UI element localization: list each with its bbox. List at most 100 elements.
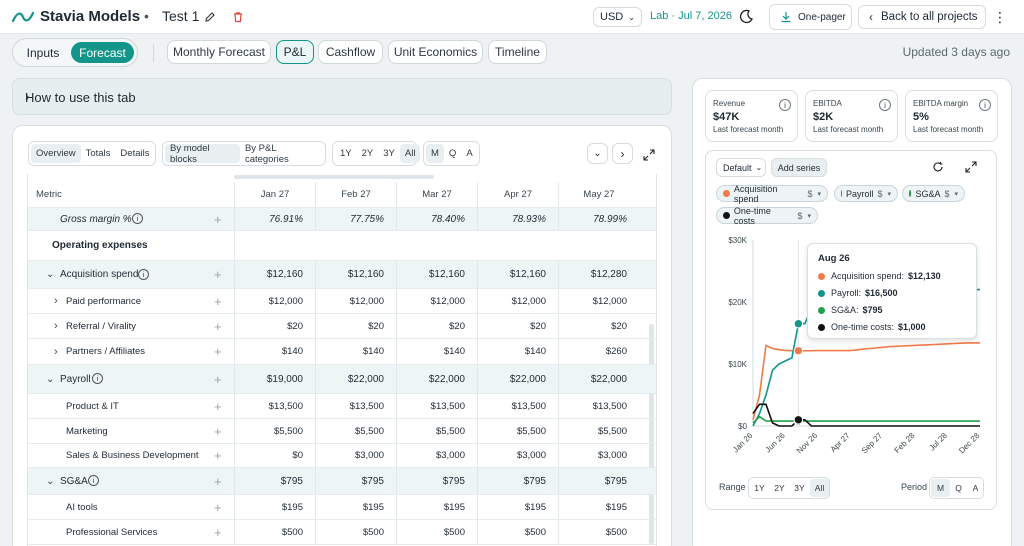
add-icon[interactable]: + (214, 318, 222, 334)
add-icon[interactable]: + (214, 398, 222, 414)
add-icon[interactable]: + (214, 524, 222, 540)
chevron-right-icon[interactable]: › (54, 295, 58, 307)
tab-pnl[interactable]: P&L (276, 40, 314, 64)
nav-divider (153, 44, 154, 62)
collapse-button[interactable]: ⌄ (587, 143, 608, 164)
x-tick-label: Dec 28 (957, 431, 982, 456)
table-cell: $795 (234, 468, 315, 494)
tab-unit-economics[interactable]: Unit Economics (388, 40, 483, 64)
table-cell: $12,280 (558, 261, 639, 288)
info-icon[interactable]: i (879, 99, 891, 111)
chart-period-m[interactable]: M (931, 479, 950, 497)
add-icon[interactable]: + (214, 371, 222, 387)
back-button[interactable]: ‹ Back to all projects (858, 5, 986, 29)
series-chip[interactable]: Acquisition spend $ ▾ (716, 184, 828, 204)
add-icon[interactable]: + (214, 473, 222, 489)
kpi-revenue: Revenue $47K Last forecast month i (705, 90, 798, 142)
expand-icon[interactable] (964, 160, 978, 174)
series-chip[interactable]: One-time costs $ ▾ (716, 206, 818, 226)
range-2y[interactable]: 2Y (361, 148, 374, 159)
group-model-blocks[interactable]: By model blocks (165, 143, 240, 165)
chart-range-1y[interactable]: 1Y (754, 483, 765, 493)
series-chip[interactable]: SG&A $ ▾ (902, 185, 965, 202)
chart-period-q[interactable]: Q (955, 483, 962, 493)
chevron-down-icon[interactable]: ⌄ (46, 475, 55, 487)
horizontal-scrollbar[interactable] (234, 175, 434, 179)
range-toggle: 1Y 2Y 3Y All (332, 141, 421, 166)
table-header-row: Metric Jan 27 Feb 27 Mar 27 Apr 27 May 27 (28, 182, 656, 208)
view-totals[interactable]: Totals (85, 148, 111, 159)
info-icon[interactable]: i (979, 99, 991, 111)
currency-select[interactable]: USD ⌄ (593, 7, 642, 27)
edit-icon[interactable] (203, 10, 217, 24)
y-tick-label: $0 (738, 422, 747, 431)
chevron-right-icon[interactable]: › (54, 320, 58, 332)
add-icon[interactable]: + (214, 293, 222, 309)
delete-icon[interactable] (231, 10, 245, 24)
chart-range-3y[interactable]: 3Y (794, 483, 805, 493)
range-all[interactable]: All (399, 144, 421, 163)
vertical-scrollbar[interactable] (649, 324, 654, 544)
add-icon[interactable]: + (214, 267, 222, 282)
add-icon[interactable]: + (214, 211, 222, 227)
table-cell: $3,000 (558, 444, 639, 467)
table-cell: $3,000 (315, 444, 396, 467)
hover-point (793, 415, 804, 425)
preset-select[interactable]: Default ⌄ (716, 158, 766, 177)
chip-unit: $ (797, 210, 803, 221)
mode-inputs[interactable]: Inputs (26, 45, 60, 60)
table-row[interactable]: ⌄ Acquisition spend i + $12,160 $12,160 $12,16… (28, 261, 656, 289)
tab-timeline[interactable]: Timeline (488, 40, 547, 64)
expand-icon[interactable] (642, 148, 656, 162)
table-cell: 78.93% (477, 208, 558, 230)
table-cell: 78.99% (558, 208, 639, 230)
table-row[interactable]: ⌄ Payroll i + $19,000 $22,000 $22,000 $22,000 $2… (28, 365, 656, 394)
table-row[interactable]: › Referral / Virality + $20 $20 $20 $20 $20 (28, 314, 656, 339)
table-row[interactable]: ⌄ SG&A i + $795 $795 $795 $795 $795 (28, 468, 656, 495)
moon-icon[interactable] (738, 8, 755, 25)
more-icon[interactable]: ⋮ (993, 8, 1007, 25)
info-icon[interactable]: i (779, 99, 791, 111)
add-icon[interactable]: + (214, 499, 222, 515)
view-overview[interactable]: Overview (31, 144, 81, 163)
period-a[interactable]: A (466, 148, 473, 159)
tab-monthly-forecast[interactable]: Monthly Forecast (167, 40, 271, 64)
row-label: Professional Services (66, 526, 158, 538)
howto-accordion[interactable]: How to use this tab › (12, 78, 672, 115)
chart-range-all[interactable]: All (810, 479, 829, 497)
next-button[interactable]: › (612, 143, 633, 164)
period-m[interactable]: M (426, 144, 444, 163)
info-icon[interactable]: i (138, 268, 149, 280)
x-tick-label: Apr 27 (829, 431, 852, 454)
mode-forecast[interactable]: Forecast (71, 42, 134, 63)
table-row: Professional Services + $500 $500 $500 $500 $5… (28, 520, 656, 545)
title-separator: • (144, 8, 149, 24)
chart-range-2y[interactable]: 2Y (774, 483, 785, 493)
info-icon[interactable]: i (132, 213, 143, 224)
lab-label[interactable]: Lab · Jul 7, 2026 (650, 10, 732, 22)
refresh-icon[interactable] (931, 160, 945, 174)
add-icon[interactable]: + (214, 448, 222, 463)
info-icon[interactable]: i (92, 373, 103, 384)
group-pnl-categories[interactable]: By P&L categories (244, 142, 289, 165)
tooltip-label: Payroll: (831, 288, 862, 298)
chevron-down-icon[interactable]: ⌄ (46, 269, 55, 280)
range-3y[interactable]: 3Y (383, 148, 395, 159)
chart-period-a[interactable]: A (972, 483, 979, 493)
table-row[interactable]: › Partners / Affiliates + $140 $140 $140 $140 $… (28, 339, 656, 365)
series-line (752, 415, 980, 424)
info-icon[interactable]: i (88, 475, 99, 486)
period-q[interactable]: Q (448, 148, 457, 159)
chevron-right-icon[interactable]: › (54, 345, 58, 358)
onepager-button[interactable]: One-pager (769, 4, 852, 30)
add-icon[interactable]: + (214, 344, 222, 359)
view-details[interactable]: Details (120, 148, 150, 159)
range-1y[interactable]: 1Y (340, 148, 352, 159)
add-icon[interactable]: + (214, 423, 222, 439)
chevron-down-icon[interactable]: ⌄ (46, 373, 55, 385)
table-row[interactable]: › Paid performance + $12,000 $12,000 $12,000 $… (28, 289, 656, 314)
series-chip[interactable]: Payroll $ ▾ (834, 185, 898, 202)
add-series-button[interactable]: Add series (771, 158, 827, 177)
table-cell: $12,000 (558, 289, 639, 313)
tab-cashflow[interactable]: Cashflow (318, 40, 383, 64)
